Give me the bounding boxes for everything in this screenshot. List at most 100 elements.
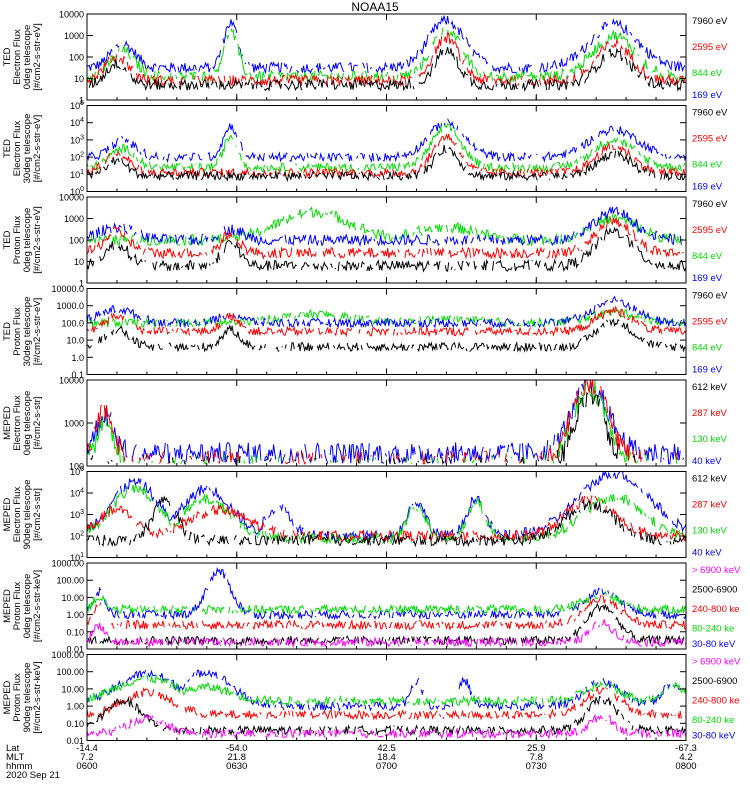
y-tick-label: 103 [70,509,84,520]
y-axis-label: MEPED [2,680,13,714]
x-tick-label: 0630 [226,761,247,772]
y-tick-label: 0.10 [66,627,84,637]
series-line [87,688,686,719]
series-80-240-ke [87,591,686,616]
series-80-240-ke [87,673,686,708]
series-line [87,226,686,273]
legend-entry: 844 eV [692,68,723,79]
x-tick-label: -14.4 [76,743,98,754]
series-line [87,471,686,543]
series-40-keV [87,471,686,543]
series--6900-keV [87,713,686,740]
y-tick-label: 100.0 [61,318,84,328]
x-row-label: Lat [6,743,20,754]
legend-entry: 612 keV [692,382,728,393]
legend-entry: 80-240 ke [692,715,734,726]
y-tick-label: 100.00 [56,667,84,677]
series--6900-keV [87,619,686,648]
legend-entry: 287 keV [692,408,728,419]
y-axis-label: MEPED [2,497,13,531]
x-axis-info: Lat -14.4 -54.0 42.5 25.9 -67.3 MLT 7.2 21.8 18.4… [6,743,697,781]
legend-entry: 7960 eV [692,199,728,210]
series-line [87,594,686,631]
legend-entry: 169 eV [692,273,723,284]
y-axis-label: [#/cm2-s-str] [32,488,43,541]
y-axis-label: [#/cm2-s-str-keV] [32,570,43,642]
legend-entry: > 6900 keV [692,565,741,576]
legend-entry: 30-80 keV [692,731,736,742]
series-240-800-ke [87,594,686,631]
series-130-keV [88,380,681,464]
y-tick-label: 105 [70,466,84,477]
x-tick-label: 4.2 [679,752,692,763]
y-axis-label: [#/cm2-s-str] [32,397,43,450]
series-line [87,318,686,353]
series-844-eV [87,123,686,174]
legend-entry: 7960 eV [692,108,728,119]
legend-entry: 240-800 ke [692,604,740,615]
legend-entry: 2595 eV [692,134,728,145]
y-axis-label: Electron Flux [12,395,23,451]
y-tick-label: 104 [70,488,84,499]
series-169-eV [87,295,686,329]
y-axis-label: 0deg telescope [22,391,33,455]
series-line [87,295,686,329]
y-tick-label: 1000 [64,419,84,429]
panel-8: 0.01 0.10 1.00 10.00 100.00 1000.00 MEPED Proto… [2,650,741,746]
y-axis-label: [#/cm2-s-str-keV] [32,661,43,733]
legend-entry: 844 eV [692,251,723,262]
legend-entry: 612 keV [692,474,728,485]
series-7960-eV [87,318,686,353]
x-tick-label: 0700 [376,761,397,772]
x-tick-label: 7.2 [80,752,93,763]
series-line [88,46,686,92]
series-line [87,591,686,616]
panel-6: 101 102 103 104 105 MEPED Electron Flux 90deg t… [2,466,728,563]
series-169-eV [87,207,686,245]
panel-4: 0.1 1.0 10.0 100.0 1000.0 10000.0 TED Proton Fl… [2,284,728,380]
series-line [87,133,686,179]
series-line [87,713,686,740]
series-line [87,495,686,548]
y-axis-label: 0deg telescope [22,208,33,272]
legend-entry: 2500-6900 [692,676,737,687]
y-tick-label: 1000.00 [51,650,84,660]
y-tick-label: 102 [70,152,84,163]
y-tick-label: 1000 [64,31,84,41]
y-axis-label: Proton Flux [12,581,23,630]
y-tick-label: 1000 [64,214,84,224]
panel-7: 0.01 0.10 1.00 10.00 100.00 1000.00 MEPED Proto… [2,559,741,655]
y-axis-label: TED [2,47,13,66]
y-tick-label: 103 [70,134,84,145]
y-axis-label: 90deg telescope [22,663,33,733]
y-axis-label: [#/cm2-s-str-eV] [32,206,43,274]
series-2595-eV [87,216,684,260]
legend-entry: > 6900 keV [692,657,741,668]
y-tick-label: 0.01 [66,645,84,655]
y-axis-label: Proton Flux [12,673,23,722]
panel-3: 1 10 100 1000 10000 TED Proton Flux 0deg telesc… [2,193,728,289]
series-line [87,484,686,545]
y-axis-label: 0deg telescope [22,574,33,638]
series-line [87,380,686,464]
y-tick-label: 105 [70,100,84,111]
series-line [87,118,686,164]
y-tick-label: 10000 [59,193,84,203]
series-612-keV [87,495,686,548]
y-axis-label: Proton Flux [12,307,23,356]
panel-1: 1 10 100 1000 10000 TED Electron Flux 0deg tele… [2,10,728,106]
legend-entry: 40 keV [692,548,722,559]
y-axis-label: MEPED [2,406,13,440]
series-line [87,216,684,260]
legend-entry: 7960 eV [692,291,728,302]
series-line [87,28,686,82]
legend-entry: 240-800 ke [692,696,740,707]
series-30-80-keV [87,566,686,621]
y-axis-label: 30deg telescope [22,114,33,184]
y-tick-label: 10 [74,74,84,84]
y-tick-label: 100 [69,462,84,472]
y-tick-label: 100 [69,53,84,63]
y-tick-label: 0.01 [66,736,84,746]
y-tick-label: 100 [69,236,84,246]
